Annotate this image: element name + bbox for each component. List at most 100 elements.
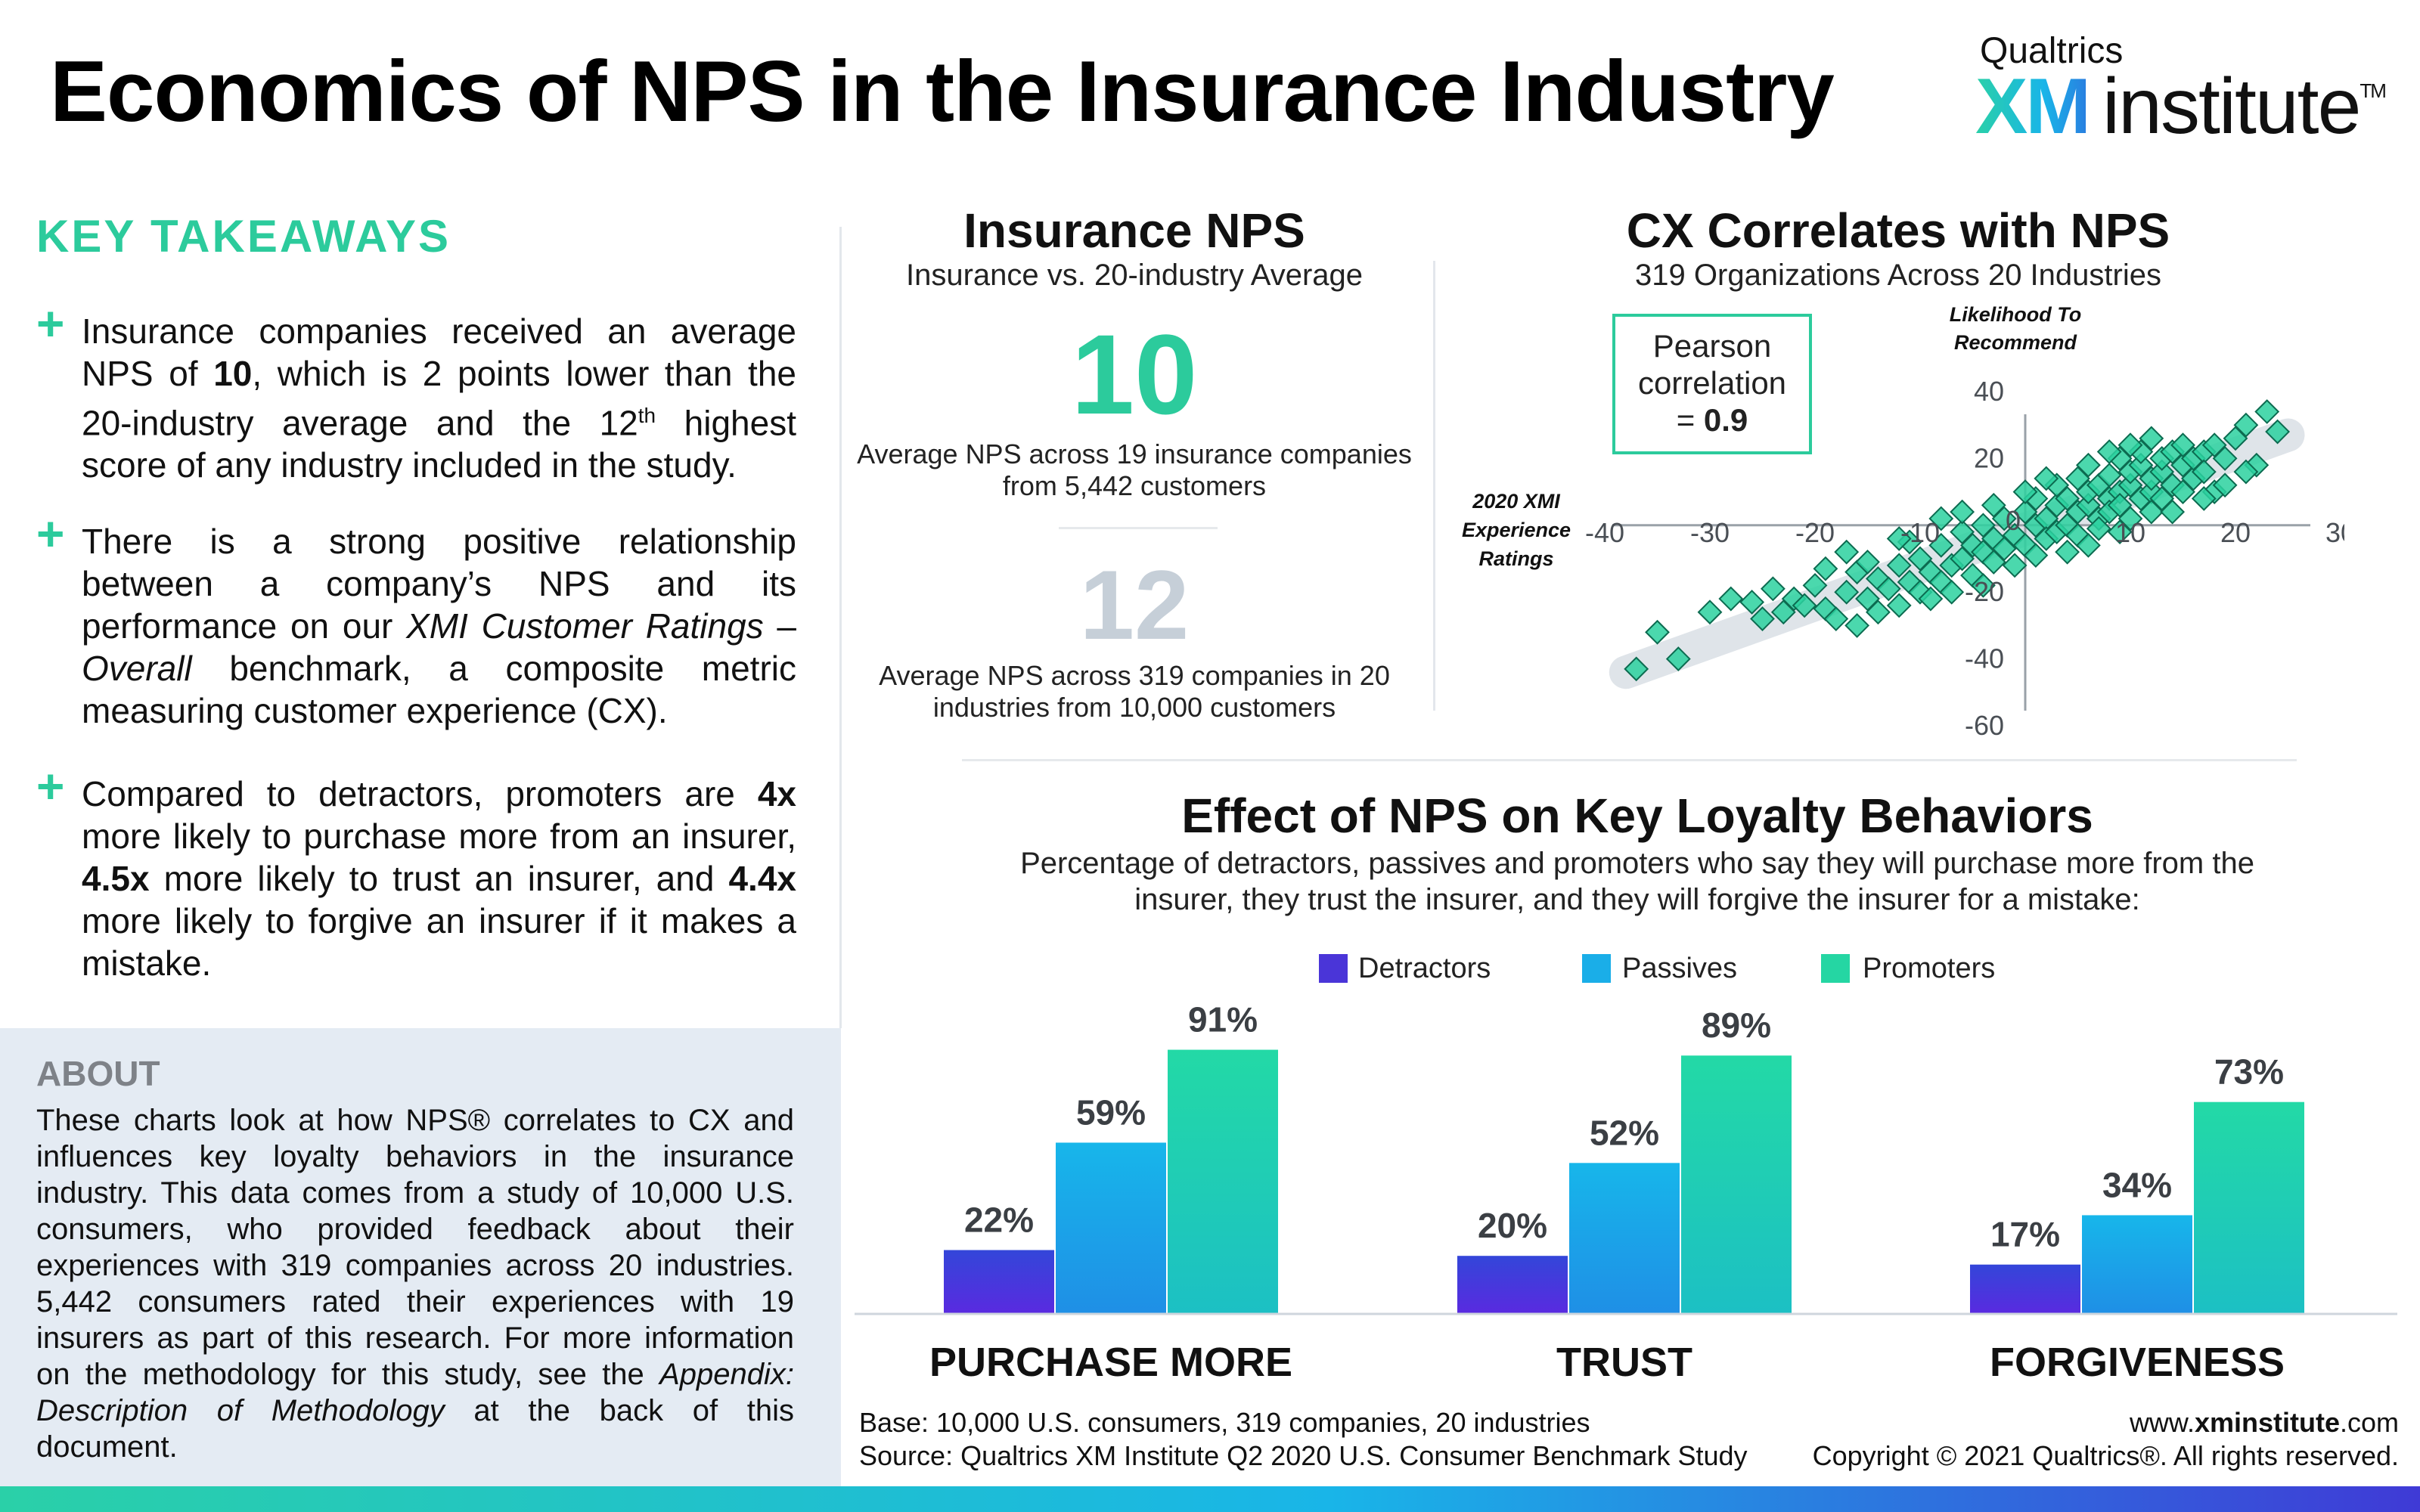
scatter-y-tick: -60	[1965, 710, 2004, 741]
bar-value-label: 89%	[1702, 1005, 1771, 1045]
scatter-point	[1970, 513, 1996, 538]
scatter-point	[2034, 466, 2059, 491]
scatter-point	[1907, 546, 1933, 572]
scatter-x-axis-label-line: 2020 XMI	[1472, 490, 1560, 513]
scatter-y-axis-label-line: Likelihood To	[1950, 303, 2082, 326]
bar-passives	[1056, 1142, 1166, 1314]
scatter-point	[1918, 586, 1944, 612]
scatter-point	[1950, 499, 1975, 525]
scatter-x-tick: -10	[1900, 517, 1940, 548]
website-part: www.	[2129, 1407, 2195, 1438]
scatter-point	[2118, 472, 2143, 498]
insurance-nps-subtitle: Insurance vs. 20-industry Average	[905, 259, 1364, 292]
scatter-point	[1991, 536, 2017, 562]
scatter-point	[1802, 572, 1828, 598]
scatter-point	[2139, 426, 2164, 451]
average-nps-description: Average NPS across 319 companies in 20 i…	[879, 660, 1390, 723]
scatter-point	[2096, 463, 2122, 488]
footnote-base-source: Base: 10,000 U.S. consumers, 319 compani…	[859, 1406, 1748, 1473]
takeaway-1-part: Insurance companies received an average …	[82, 311, 796, 393]
scatter-point	[2170, 432, 2195, 458]
scatter-tick-labels: -40 -30 -20 -10 10 20 30 40 20 -20 -40 -60 0	[1585, 376, 2344, 741]
scatter-points	[1624, 399, 2291, 682]
pearson-value: 0.9	[1703, 402, 1748, 438]
legend-label-detractors: Detractors	[1358, 953, 1491, 984]
bottom-gradient-bar	[0, 1486, 2420, 1512]
takeaway-1-part: highest score of any industry included i…	[82, 403, 796, 485]
about-panel	[0, 1028, 841, 1489]
pearson-label-2: correlation	[1637, 365, 1787, 401]
bar-promoters	[1168, 1049, 1278, 1314]
scatter-x-axis-label-line: Experience	[1462, 519, 1571, 541]
legend-swatch-passives	[1582, 954, 1611, 983]
takeaway-3-part: more likely to purchase more from an ins…	[82, 816, 796, 856]
website-link[interactable]: www.xminstitute.com	[1588, 1406, 2399, 1439]
brand-tm: TM	[2360, 79, 2387, 102]
scatter-x-tick: 20	[2220, 517, 2251, 548]
scatter-point	[2254, 399, 2280, 424]
scatter-point	[1760, 576, 1786, 602]
takeaway-2-part: –	[763, 606, 796, 646]
scatter-y-tick: -20	[1965, 576, 2004, 607]
scatter-point	[2075, 492, 2101, 518]
bar-detractors	[1457, 1256, 1568, 1314]
scatter-point	[1770, 600, 1796, 625]
scatter-point	[2075, 532, 2101, 558]
scatter-point	[1981, 492, 2006, 518]
scatter-point	[1834, 539, 1860, 565]
scatter-point	[2149, 459, 2175, 485]
scatter-y-tick: 20	[1974, 442, 2004, 473]
footer-copyright-block: www.xminstitute.com Copyright © 2021 Qua…	[1588, 1406, 2399, 1473]
scatter-point	[2139, 499, 2164, 525]
legend-label-passives: Passives	[1622, 953, 1738, 984]
cx-chart-subtitle: 319 Organizations Across 20 Industries	[1635, 259, 2161, 292]
footnote-base: Base: 10,000 U.S. consumers, 319 compani…	[859, 1407, 1590, 1438]
bar-value-label: 73%	[2214, 1052, 2284, 1092]
scatter-point	[2233, 459, 2259, 485]
takeaway-3-part: Compared to detractors, promoters are	[82, 774, 758, 813]
scatter-point	[1865, 600, 1891, 625]
scatter-point	[2096, 439, 2122, 464]
brand-qualtrics: Qualtrics	[1980, 31, 2124, 71]
takeaway-item-3: + Compared to detractors, promoters are …	[36, 762, 796, 984]
bar-category-label: PURCHASE MORE	[929, 1340, 1292, 1385]
bar-value-label: 22%	[964, 1201, 1034, 1240]
scatter-y-tick: 40	[1974, 376, 2004, 407]
takeaway-1-sup: th	[638, 404, 656, 427]
takeaway-text-2: There is a strong positive relationship …	[82, 520, 796, 732]
scatter-point	[2086, 516, 2111, 541]
scatter-point	[1823, 606, 1849, 631]
website-bold: xminstitute	[2194, 1407, 2340, 1438]
about-text-italic: Appendix: Description of Methodology	[36, 1358, 794, 1427]
scatter-x-tick: -30	[1690, 517, 1730, 548]
loyalty-chart-title: Effect of NPS on Key Loyalty Behaviors	[1181, 789, 2093, 843]
bar-passives	[2082, 1215, 2192, 1314]
scatter-point	[2065, 466, 2090, 491]
plus-icon: +	[36, 759, 65, 813]
legend-swatch-promoters	[1821, 954, 1850, 983]
bar-value-label: 34%	[2102, 1165, 2172, 1204]
takeaway-3-bold: 4x	[757, 774, 796, 813]
takeaway-text-3: Compared to detractors, promoters are 4x…	[82, 773, 796, 984]
legend-label-promoters: Promoters	[1863, 953, 1996, 984]
scatter-point	[1876, 576, 1901, 602]
scatter-point	[2002, 553, 2028, 578]
scatter-point	[1981, 550, 2006, 575]
bar-detractors	[944, 1250, 1054, 1314]
about-heading: ABOUT	[36, 1054, 160, 1093]
scatter-point	[2212, 445, 2238, 471]
scatter-point	[1928, 506, 1954, 531]
scatter-origin-tick: 0	[2006, 505, 2021, 536]
scatter-point	[2149, 486, 2175, 511]
pearson-correlation-box: Pearson correlation = 0.9	[1612, 314, 1812, 454]
bar-promoters	[2194, 1101, 2304, 1314]
insurance-nps-description: Average NPS across 19 insurance companie…	[857, 438, 1412, 501]
scatter-point	[1991, 506, 2017, 531]
brand-institute: instituteTM	[2102, 64, 2387, 150]
bar-promoters	[1681, 1055, 1792, 1314]
takeaway-3-bold: 4.5x	[82, 859, 150, 898]
scatter-point	[1834, 579, 1860, 605]
pearson-equals: =	[1676, 402, 1704, 438]
scatter-point	[1665, 646, 1691, 672]
page-title: Economics of NPS in the Insurance Indust…	[50, 44, 1835, 140]
